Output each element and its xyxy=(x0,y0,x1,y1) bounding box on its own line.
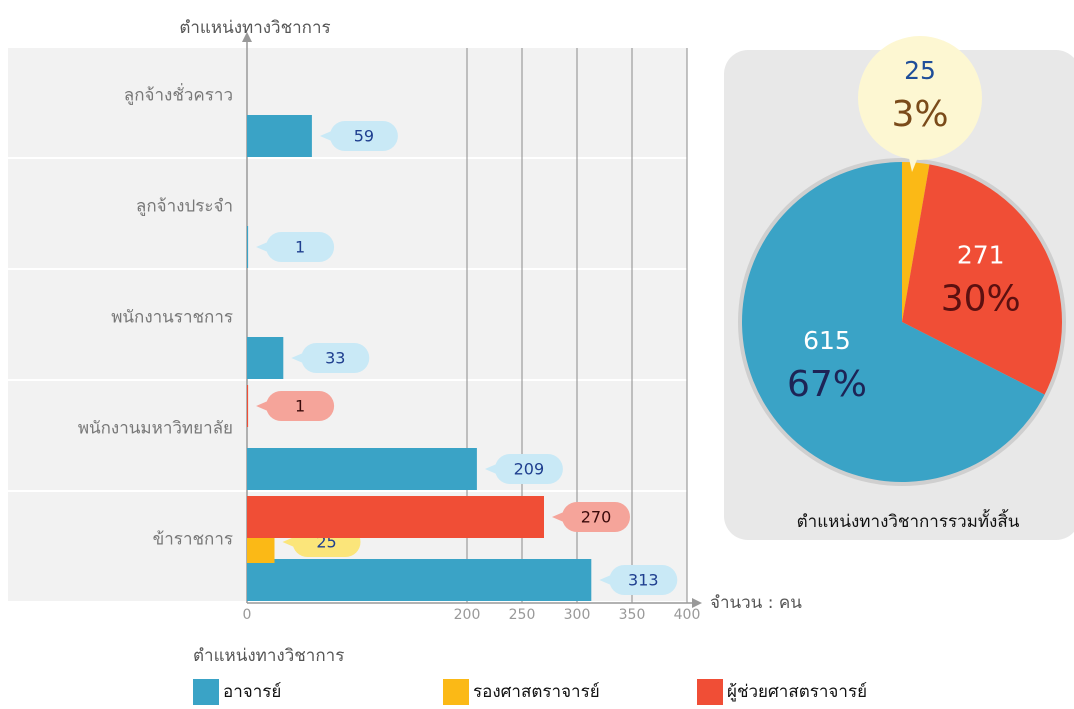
band xyxy=(8,159,687,268)
label-pill xyxy=(562,502,630,532)
y-tick-label: ลูกจ้างประจำ xyxy=(136,197,233,217)
label-pill xyxy=(266,391,335,421)
data-label: 313 xyxy=(628,571,659,590)
y-axis-title: ตำแหน่งทางวิชาการ xyxy=(179,18,330,38)
legend-label: อาจารย์ xyxy=(223,682,281,702)
pie-slice xyxy=(742,162,1045,482)
pie-percentage: 30% xyxy=(941,279,1021,320)
pie-slice xyxy=(902,162,930,322)
pie-value: 25 xyxy=(904,56,936,85)
legend-title: ตำแหน่งทางวิชาการ xyxy=(193,646,344,666)
bar xyxy=(247,385,249,427)
legend-label: ผู้ช่วยศาสตราจารย์ xyxy=(727,682,867,702)
pie-slice xyxy=(902,164,1062,395)
bar xyxy=(247,337,284,379)
x-tick-label: 350 xyxy=(619,607,646,623)
label-pill xyxy=(266,232,335,262)
legend-swatch xyxy=(193,679,219,705)
bar xyxy=(247,115,312,157)
label-pill xyxy=(301,343,370,373)
pie-value: 615 xyxy=(803,326,851,355)
y-tick-label: พนักงานมหาวิทยาลัย xyxy=(78,419,233,439)
bar xyxy=(247,496,544,538)
legend-swatch xyxy=(697,679,723,705)
pie-percentage: 3% xyxy=(891,94,948,135)
x-tick-label: 0 xyxy=(243,607,252,623)
y-tick-label: ข้าราชการ xyxy=(153,530,233,550)
x-axis-title: จำนวน : คน xyxy=(710,593,802,613)
data-label: 1 xyxy=(295,397,305,416)
legend-swatch xyxy=(443,679,469,705)
y-tick-label: พนักงานราชการ xyxy=(111,308,233,328)
x-tick-label: 400 xyxy=(674,607,701,623)
bar xyxy=(247,226,249,268)
pie-value: 271 xyxy=(957,241,1005,270)
data-label: 33 xyxy=(325,349,345,368)
legend-label: รองศาสตราจารย์ xyxy=(473,682,600,702)
callout xyxy=(858,36,982,160)
pie-title: ตำแหน่งทางวิชาการรวมทั้งสิ้น xyxy=(797,509,1020,532)
label-pill xyxy=(494,454,563,484)
data-label: 59 xyxy=(354,127,374,146)
y-tick-label: ลูกจ้างชั่วคราว xyxy=(124,83,233,106)
x-tick-label: 300 xyxy=(564,607,591,623)
x-tick-label: 200 xyxy=(454,607,481,623)
data-label: 1 xyxy=(295,238,305,257)
label-pill xyxy=(609,565,678,595)
bar xyxy=(247,559,592,601)
data-label: 209 xyxy=(514,460,545,479)
x-tick-label: 250 xyxy=(509,607,536,623)
y-axis-arrow xyxy=(242,32,252,42)
data-label: 270 xyxy=(581,508,612,527)
label-pill xyxy=(329,121,398,151)
pie-percentage: 67% xyxy=(787,364,867,405)
x-axis-arrow xyxy=(692,598,702,608)
bar xyxy=(247,448,477,490)
